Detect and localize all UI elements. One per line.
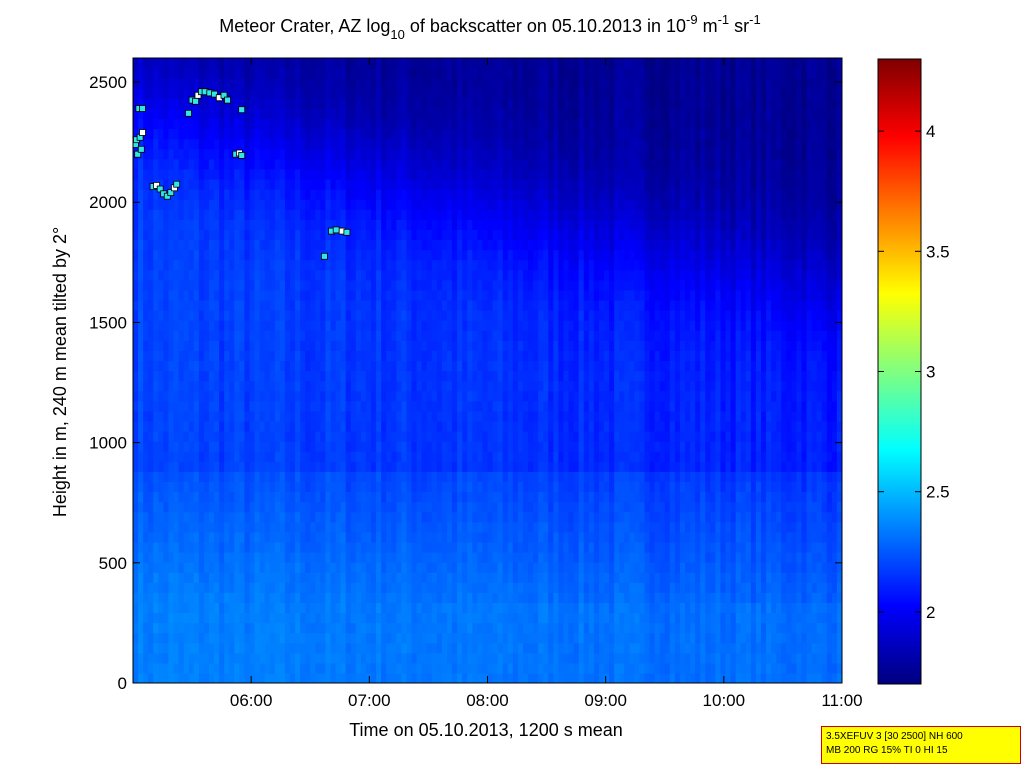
cloud-points xyxy=(133,88,351,260)
x-tick-label: 06:00 xyxy=(230,691,273,710)
colorbar-tick-label: 3.5 xyxy=(926,242,950,261)
title-unit-2: sr xyxy=(729,16,749,36)
x-tick-label: 09:00 xyxy=(584,691,627,710)
y-tick-label: 0 xyxy=(118,674,127,693)
cloud-point xyxy=(153,181,161,189)
y-tick-label: 2500 xyxy=(89,73,127,92)
cloud-point xyxy=(332,226,340,234)
cloud-point xyxy=(238,151,246,159)
title-middle: of backscatter on 05.10.2013 in 10 xyxy=(405,16,686,36)
x-tick-label: 08:00 xyxy=(466,691,509,710)
y-tick-label: 2000 xyxy=(89,193,127,212)
title-exp-3: -1 xyxy=(749,12,761,27)
colorbar-axis: 2 2.5 3 3.5 4 xyxy=(878,122,950,622)
y-axis: 0 500 1000 1500 2000 2500 xyxy=(89,73,842,693)
cloud-point xyxy=(211,90,218,98)
cloud-point xyxy=(320,252,328,260)
cloud-point xyxy=(220,91,228,99)
info-line-2: MB 200 RG 15% TI 0 HI 15 xyxy=(826,745,948,756)
colorbar-tick-label: 3 xyxy=(926,363,935,382)
cloud-point xyxy=(139,129,146,136)
cloud-point xyxy=(167,189,175,197)
parameter-info-box: 3.5XEFUV 3 [30 2500] NH 600 MB 200 RG 15… xyxy=(821,726,1021,764)
cloud-point xyxy=(224,96,231,104)
cloud-point xyxy=(173,180,181,188)
title-exp-1: -9 xyxy=(686,12,698,27)
y-tick-label: 1500 xyxy=(89,313,127,332)
info-line-1: 3.5XEFUV 3 [30 2500] NH 600 xyxy=(826,731,963,742)
cloud-point xyxy=(194,91,202,99)
x-tick-label: 10:00 xyxy=(703,691,746,710)
cloud-point xyxy=(137,145,145,153)
cloud-point xyxy=(156,185,164,193)
y-tick-label: 1000 xyxy=(89,434,127,453)
chart-title: Meteor Crater, AZ log10 of backscatter o… xyxy=(219,12,760,42)
cloud-point xyxy=(192,97,200,105)
cloud-point xyxy=(163,192,171,200)
y-axis-label: Height in m, 240 m mean tilted by 2° xyxy=(50,227,70,517)
title-unit-1: m xyxy=(698,16,718,36)
title-log-base: 10 xyxy=(390,27,404,42)
title-prefix: Meteor Crater, AZ log xyxy=(219,16,390,36)
cloud-point xyxy=(185,109,192,117)
colorbar-tick-label: 2 xyxy=(926,603,935,622)
colorbar-tick-label: 2.5 xyxy=(926,483,950,502)
cloud-point xyxy=(134,150,142,158)
title-exp-2: -1 xyxy=(718,12,730,27)
x-axis-label: Time on 05.10.2013, 1200 s mean xyxy=(349,720,623,740)
x-axis: 06:00 07:00 08:00 09:00 10:00 11:00 xyxy=(230,58,863,710)
x-tick-label: 07:00 xyxy=(348,691,391,710)
x-tick-label: 11:00 xyxy=(821,691,862,710)
heatmap-field xyxy=(133,58,842,683)
colorbar xyxy=(877,58,922,685)
colorbar-tick-label: 4 xyxy=(926,122,935,141)
cloud-point xyxy=(343,228,351,236)
cloud-point xyxy=(238,106,246,114)
y-tick-label: 500 xyxy=(99,554,127,573)
cloud-point xyxy=(139,105,146,112)
